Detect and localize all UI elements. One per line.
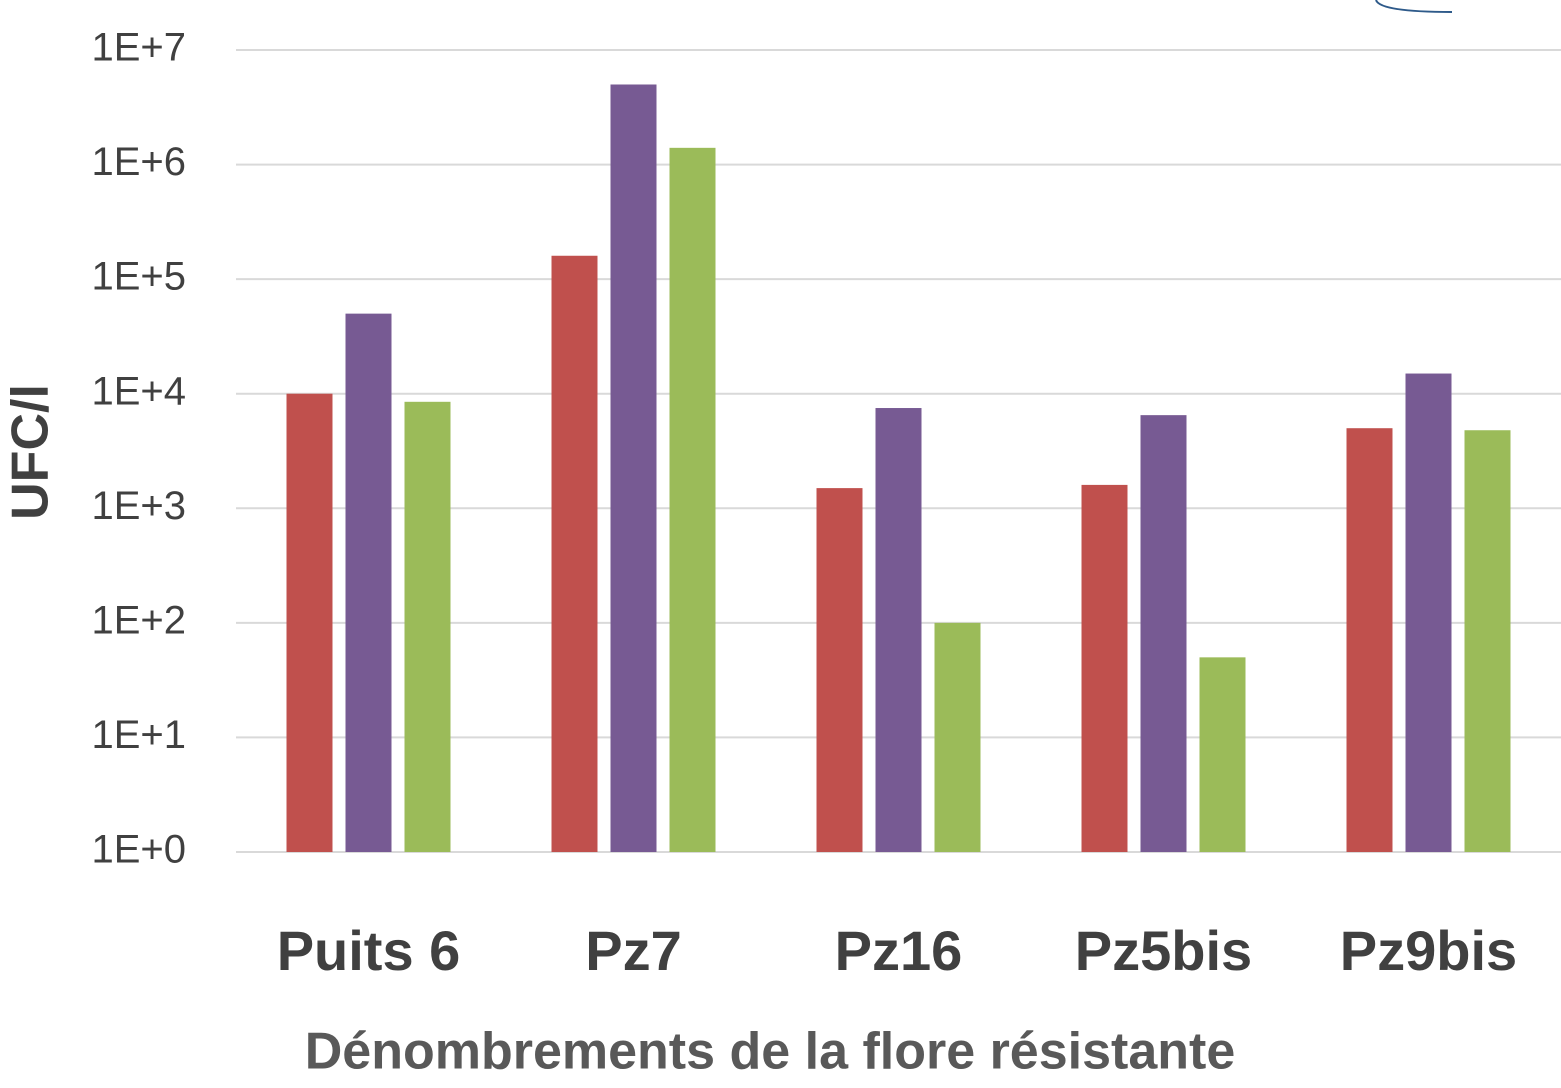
y-tick-label: 1E+0 [91, 828, 186, 872]
bar [1081, 484, 1128, 852]
bar [1464, 430, 1511, 852]
y-tick-label: 1E+6 [91, 140, 186, 184]
bar [1140, 415, 1187, 852]
bar [1405, 373, 1452, 852]
x-axis-title: Dénombrements de la flore résistante [305, 1023, 1236, 1081]
bar [816, 488, 863, 852]
x-tick-label: Pz9bis [1340, 919, 1517, 982]
bar [551, 255, 598, 853]
x-tick-label: Pz5bis [1075, 919, 1252, 982]
y-tick-label: 1E+4 [91, 369, 186, 413]
y-tick-label: 1E+7 [91, 26, 186, 70]
bar [934, 622, 981, 852]
y-tick-label: 1E+1 [91, 713, 186, 757]
decoration [1375, 0, 1453, 13]
y-tick-label: 1E+5 [91, 255, 186, 299]
bar [669, 147, 716, 852]
y-tick-label: 1E+3 [91, 484, 186, 528]
x-tick-label: Pz7 [585, 919, 682, 982]
x-tick-label: Pz16 [835, 919, 963, 982]
y-axis-title: UFC/l [2, 384, 60, 520]
bar [875, 408, 922, 852]
bar [1199, 657, 1246, 852]
y-tick-label: 1E+2 [91, 598, 186, 642]
bar [404, 401, 451, 852]
bar [610, 84, 657, 852]
bar [345, 313, 392, 852]
bar [286, 393, 333, 852]
x-tick-label: Puits 6 [277, 919, 461, 982]
bar [1346, 428, 1393, 852]
